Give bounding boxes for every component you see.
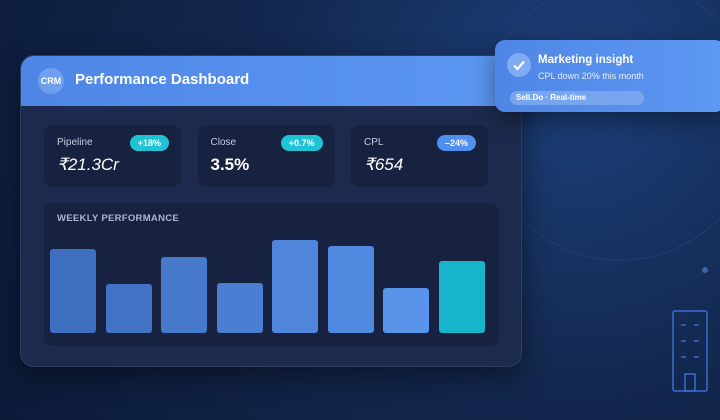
bar	[50, 249, 96, 333]
chart-panel: WEEKLY PERFORMANCE	[44, 203, 499, 346]
card-header: CRM Performance Dashboard	[21, 56, 521, 106]
kpi-value: ₹21.3Cr	[57, 155, 119, 174]
check-icon	[507, 53, 531, 77]
crm-badge: CRM	[38, 68, 64, 94]
bar	[438, 261, 485, 333]
kpi-change: +18%	[129, 135, 169, 151]
kpi-card: CPL ₹654 –24%	[351, 125, 488, 187]
kpi-change: +0.7%	[280, 135, 323, 151]
chart-title: WEEKLY PERFORMANCE	[57, 213, 180, 224]
bar	[105, 284, 152, 333]
kpi-change: –24%	[436, 135, 476, 151]
bar	[383, 288, 429, 333]
bar	[272, 240, 318, 333]
kpi-label: Close	[210, 137, 237, 148]
dashboard-title: Performance Dashboard	[75, 71, 250, 88]
kpi-label: CPL	[364, 137, 384, 148]
kpi-value: 3.5%	[210, 155, 250, 174]
bar	[216, 283, 263, 333]
notification-text: CPL down 20% this month	[538, 71, 644, 81]
kpi-label: Pipeline	[57, 137, 93, 148]
notification-title: Marketing insight	[538, 54, 634, 66]
dashboard-card: CRM Performance Dashboard WEEKLY PERFORM…	[20, 55, 522, 367]
notification-tag: Sell.Do · Real-time	[510, 91, 644, 105]
kpi-card: Close 3.5% +0.7%	[197, 125, 335, 187]
bar	[161, 257, 207, 333]
kpi-value: ₹654	[364, 155, 404, 174]
notification[interactable]: Marketing insight CPL down 20% this mont…	[495, 40, 720, 112]
bar	[327, 246, 374, 333]
kpi-card: Pipeline ₹21.3Cr +18%	[44, 125, 181, 187]
